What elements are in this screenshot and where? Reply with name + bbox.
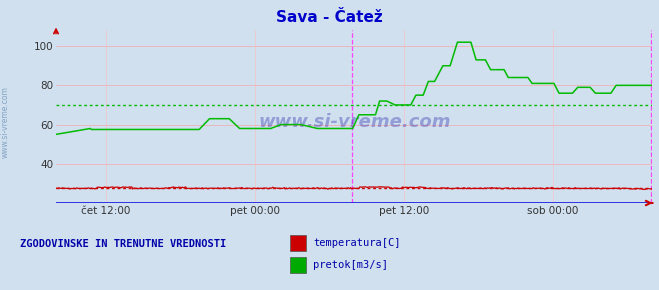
Text: Sava - Čatež: Sava - Čatež [276,10,383,25]
Text: www.si-vreme.com: www.si-vreme.com [1,86,10,158]
Text: ZGODOVINSKE IN TRENUTNE VREDNOSTI: ZGODOVINSKE IN TRENUTNE VREDNOSTI [20,239,226,249]
Text: temperatura[C]: temperatura[C] [313,238,401,248]
Text: www.si-vreme.com: www.si-vreme.com [258,113,451,131]
Text: pretok[m3/s]: pretok[m3/s] [313,260,388,270]
